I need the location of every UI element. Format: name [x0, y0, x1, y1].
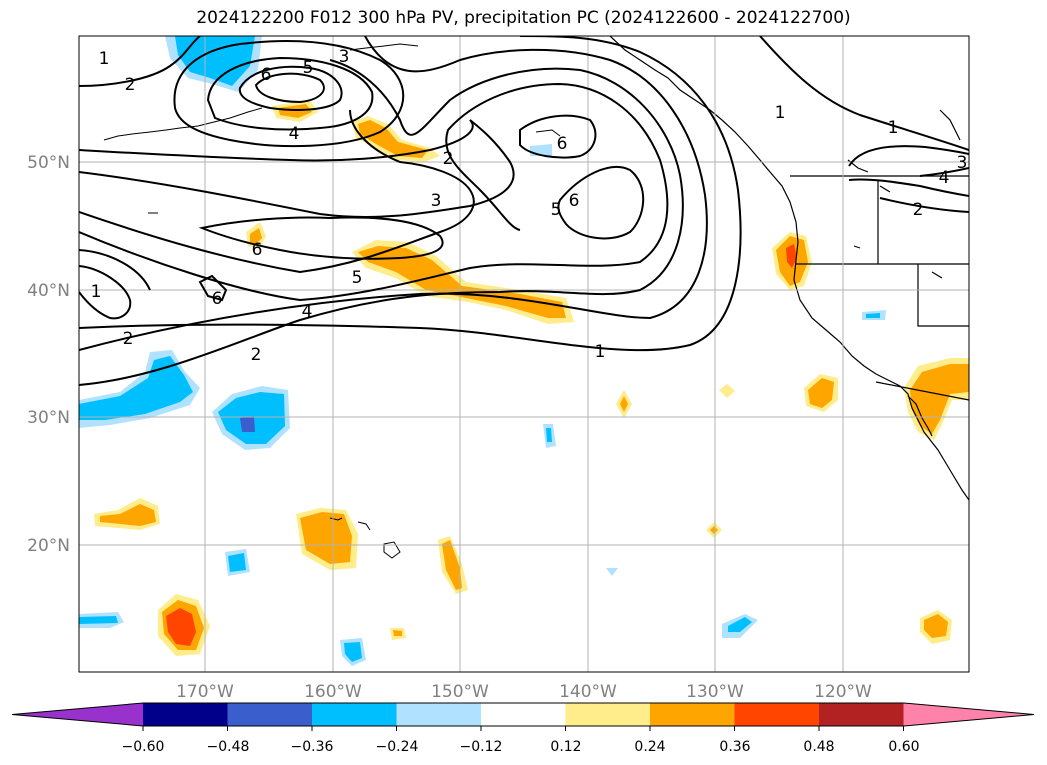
colorbar-ticks [142, 726, 904, 731]
lon-label: 160°W [304, 682, 362, 702]
colorbar-tick-label: −0.12 [460, 739, 503, 755]
contour-label: 4 [939, 168, 950, 188]
precip-anomaly-fill [79, 36, 969, 666]
coastlines [609, 36, 969, 501]
colorbar-segment [227, 703, 313, 726]
colorbar-segment [143, 703, 228, 726]
contour-labels: 1 1 1 1 1 2 2 2 2 2 3 3 3 4 4 4 5 5 5 6 … [91, 47, 968, 365]
map-frame [78, 35, 970, 673]
colorbar-segment [650, 703, 735, 726]
contour-label: 6 [252, 240, 263, 260]
colorbar-tick-label: 0.60 [888, 739, 919, 755]
lat-label: 50°N [27, 153, 70, 173]
colorbar-tick-label: 0.48 [803, 739, 834, 755]
contour-label: 5 [352, 268, 363, 288]
colorbar-segments [12, 703, 1034, 726]
contour-label: 1 [888, 118, 899, 138]
colorbar-tick-label: −0.24 [376, 739, 419, 755]
contour-label: 5 [303, 58, 314, 78]
contour-label: 1 [595, 342, 606, 362]
colorbar-segment [481, 703, 566, 726]
contour-label: 1 [91, 282, 102, 302]
contour-label: 2 [251, 345, 262, 365]
contour-label: 2 [125, 75, 136, 95]
latitude-labels: 50°N 40°N 30°N 20°N [27, 153, 70, 556]
lon-label: 130°W [686, 682, 744, 702]
colorbar-tick-label: −0.36 [291, 739, 334, 755]
colorbar-tick-label: −0.60 [122, 739, 165, 755]
pv-contours [79, 36, 969, 386]
lat-label: 40°N [27, 281, 70, 301]
colorbar-segment [396, 703, 482, 726]
contour-label: 1 [775, 103, 786, 123]
contour-label: 3 [431, 191, 442, 211]
lat-label: 30°N [27, 408, 70, 428]
contour-label: 3 [339, 47, 350, 67]
map-title: 2024122200 F012 300 hPa PV, precipitatio… [196, 8, 851, 28]
colorbar-segment [734, 703, 820, 726]
colorbar-tick-label: 0.24 [634, 739, 665, 755]
colorbar-segment [903, 703, 1034, 726]
colorbar-segment [819, 703, 904, 726]
contour-label: 2 [913, 200, 924, 220]
map-plot-area: 1 1 1 1 1 2 2 2 2 2 3 3 3 4 4 4 5 5 5 6 … [79, 36, 969, 672]
colorbar-segment [12, 703, 143, 726]
colorbar: −0.60 −0.48 −0.36 −0.24 −0.12 0.12 0.24 … [11, 702, 1035, 755]
graticule [79, 36, 969, 672]
contour-label: 4 [302, 302, 313, 322]
islands [103, 43, 861, 559]
colorbar-segment [565, 703, 651, 726]
lon-label: 120°W [814, 682, 872, 702]
contour-label: 3 [957, 153, 968, 173]
lat-label: 20°N [27, 536, 70, 556]
contour-label: 5 [551, 200, 562, 220]
colorbar-tick-label: −0.48 [207, 739, 250, 755]
longitude-labels: 170°W 160°W 150°W 140°W 130°W 120°W [176, 682, 872, 702]
contour-label: 6 [569, 191, 580, 211]
contour-label: 1 [99, 49, 110, 69]
colorbar-tick-label: 0.12 [550, 739, 581, 755]
contour-label: 2 [123, 329, 134, 349]
contour-label: 4 [289, 124, 300, 144]
colorbar-segment [312, 703, 397, 726]
contour-label: 6 [212, 289, 223, 309]
lon-label: 140°W [559, 682, 617, 702]
contour-label: 6 [557, 134, 568, 154]
contour-label: 2 [443, 149, 454, 169]
lon-label: 150°W [431, 682, 489, 702]
colorbar-tick-label: 0.36 [719, 739, 750, 755]
contour-label: 6 [261, 65, 272, 85]
lon-label: 170°W [176, 682, 234, 702]
colorbar-tick-labels: −0.60 −0.48 −0.36 −0.24 −0.12 0.12 0.24 … [122, 739, 920, 755]
